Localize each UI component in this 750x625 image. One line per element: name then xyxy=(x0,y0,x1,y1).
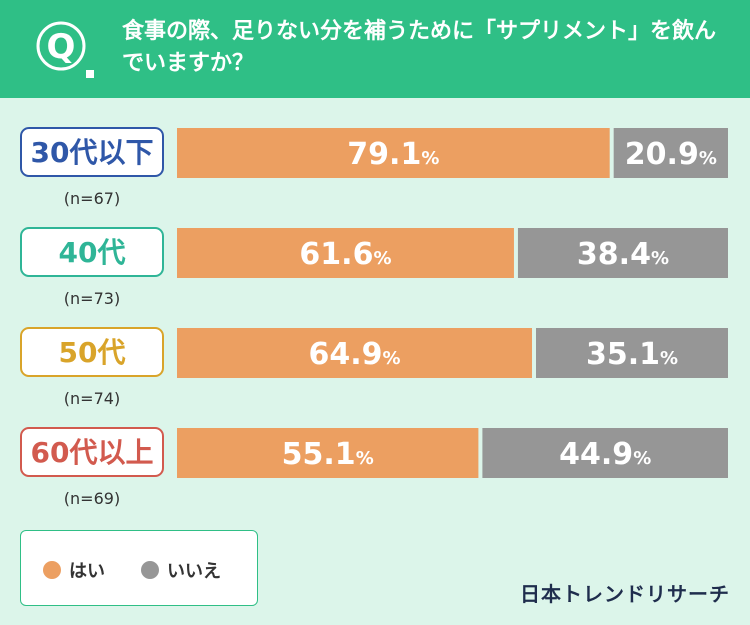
category-label: 40代 xyxy=(59,236,126,269)
sample-size-label: (n=73) xyxy=(64,289,120,308)
category-label: 50代 xyxy=(59,336,126,369)
question-text: 食事の際、足りない分を補うために「サプリメント」を飲んでいますか？ xyxy=(122,19,717,76)
data-label-no: 38.4% xyxy=(577,237,669,272)
bar-yes xyxy=(177,228,514,278)
sample-size-label: (n=74) xyxy=(64,389,120,408)
q-letter: Q xyxy=(47,27,76,67)
category-label: 60代以上 xyxy=(31,436,154,469)
category-label: 30代以下 xyxy=(31,136,154,169)
category-label-box xyxy=(20,227,164,277)
category-label-box xyxy=(20,127,164,177)
legend-label-yes: はい xyxy=(69,561,105,582)
data-label-yes: 64.9% xyxy=(308,337,400,372)
data-label-no: 35.1% xyxy=(586,337,678,372)
bar-no xyxy=(613,128,728,178)
legend-dot-no xyxy=(141,561,159,579)
data-label-no: 20.9% xyxy=(625,137,717,172)
data-label-yes: 55.1% xyxy=(282,437,374,472)
bar-yes xyxy=(177,128,610,178)
legend-item-yes: はい xyxy=(43,557,105,583)
legend-dot-yes xyxy=(43,561,61,579)
sample-size-label: (n=69) xyxy=(64,489,120,508)
bar-no xyxy=(517,228,728,278)
chart-legend: はい いいえ xyxy=(20,530,258,606)
data-label-yes: 61.6% xyxy=(299,237,391,272)
bar-no xyxy=(536,328,728,378)
legend-label-no: いいえ xyxy=(167,561,221,582)
data-label-yes: 79.1% xyxy=(347,137,439,172)
question-q-icon: Q xyxy=(36,21,94,78)
sample-size-label: (n=67) xyxy=(64,189,120,208)
legend-item-no: いいえ xyxy=(141,557,221,583)
bar-yes xyxy=(177,328,533,378)
question-header: Q 食事の際、足りない分を補うために「サプリメント」を飲んでいますか？ xyxy=(0,0,750,98)
bar-yes xyxy=(177,428,479,478)
brand-logo: 日本トレンドリサーチ xyxy=(520,582,730,606)
bar-no xyxy=(482,428,728,478)
category-label-box xyxy=(20,427,164,477)
category-label-box xyxy=(20,327,164,377)
data-label-no: 44.9% xyxy=(559,437,651,472)
